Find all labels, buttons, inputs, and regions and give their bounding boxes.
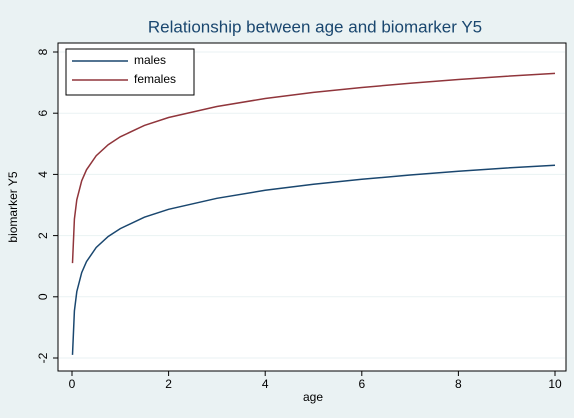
y-tick-label: 0	[36, 293, 50, 300]
line-series	[71, 72, 556, 264]
x-tick-label: 6	[358, 377, 365, 391]
y-tick-label: 4	[36, 171, 50, 178]
y-tick-label: 2	[36, 232, 50, 239]
y-tick-label: 8	[36, 48, 50, 55]
x-tick-label: 2	[165, 377, 172, 391]
x-tick-label: 0	[69, 377, 76, 391]
y-tick-label: -2	[36, 352, 50, 363]
x-tick-label: 10	[548, 377, 562, 391]
plot-area	[57, 42, 567, 372]
legend-label: females	[134, 72, 176, 86]
chart-title: Relationship between age and biomarker Y…	[148, 17, 482, 36]
x-axis-label: age	[303, 390, 323, 404]
line-series	[71, 164, 556, 355]
x-tick-label: 8	[455, 377, 462, 391]
y-tick-label: 6	[36, 110, 50, 117]
legend-label: males	[134, 53, 166, 67]
x-tick-label: 4	[262, 377, 269, 391]
legend-box	[65, 48, 195, 96]
y-axis-label: biomarker Y5	[6, 171, 20, 242]
